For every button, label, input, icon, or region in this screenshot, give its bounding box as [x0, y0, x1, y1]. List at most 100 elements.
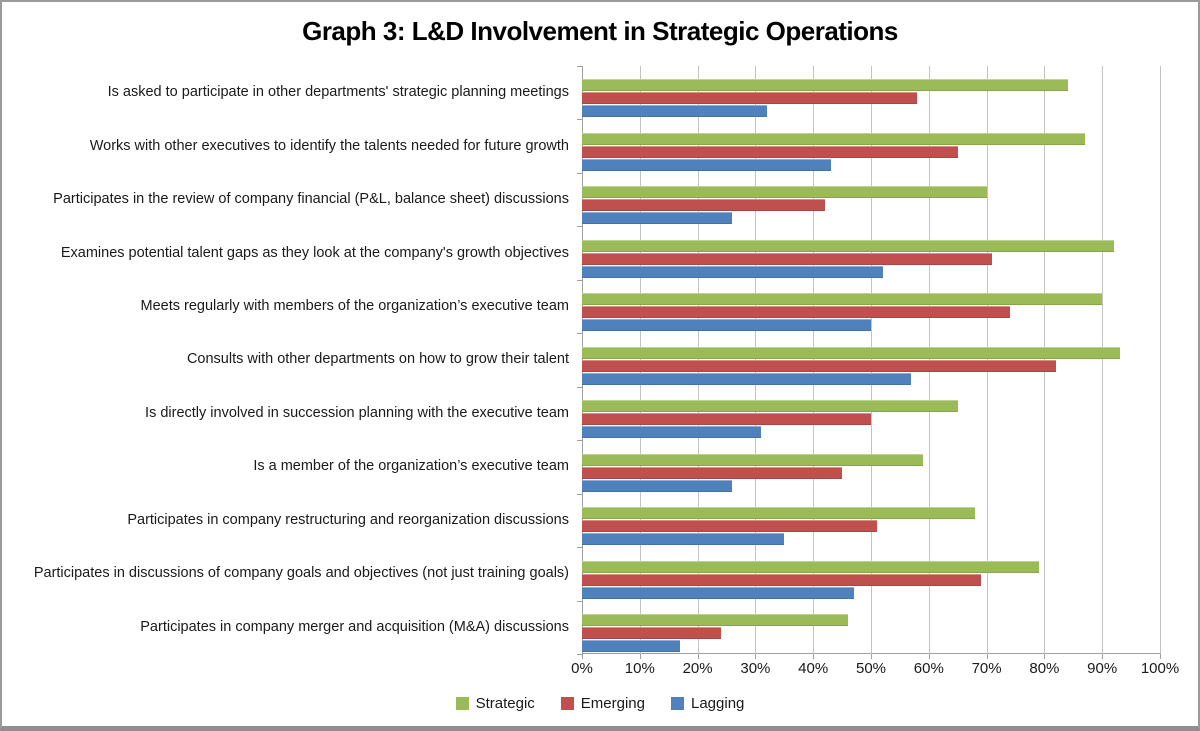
- bar-lagging: [582, 586, 854, 599]
- bar-cluster: [582, 387, 1160, 440]
- bar-strategic: [582, 186, 987, 199]
- bar-group: Participates in company merger and acqui…: [2, 601, 1160, 654]
- bar-group: Participates in the review of company fi…: [2, 173, 1160, 226]
- bar-strategic: [582, 613, 848, 626]
- x-axis-tick: [986, 654, 988, 659]
- legend-item-emerging: Emerging: [560, 695, 645, 712]
- category-axis-tick: [577, 386, 582, 388]
- category-axis-tick: [577, 600, 582, 602]
- x-axis-tick-label: 50%: [855, 660, 887, 677]
- bar-emerging: [582, 199, 825, 212]
- category-label: Consults with other departments on how t…: [186, 351, 569, 368]
- bar-strategic: [582, 507, 976, 520]
- bar-cluster: [582, 226, 1160, 279]
- category-label: Participates in company merger and acqui…: [140, 618, 569, 635]
- x-axis-tick: [1160, 654, 1161, 659]
- x-axis-tick-label: 0%: [571, 660, 593, 677]
- category-label: Examines potential talent gaps as they l…: [60, 244, 569, 261]
- category-axis-tick: [577, 547, 582, 549]
- x-axis-tick: [697, 654, 699, 659]
- category-label: Is directly involved in succession plann…: [145, 404, 569, 421]
- bar-lagging: [582, 479, 733, 492]
- bar-lagging: [582, 265, 883, 278]
- x-axis-tick-label: 40%: [798, 660, 829, 677]
- legend-label: Emerging: [580, 695, 645, 712]
- bar-group: Works with other executives to identify …: [2, 119, 1160, 172]
- bar-lagging: [582, 533, 785, 546]
- x-axis-tick: [582, 654, 583, 659]
- bar-group: Is a member of the organization’s execut…: [2, 440, 1160, 493]
- bar-emerging: [582, 573, 981, 586]
- category-axis-tick: [577, 333, 582, 335]
- category-axis-tick: [577, 440, 582, 442]
- bar-lagging: [582, 212, 733, 225]
- bar-emerging: [582, 466, 843, 479]
- category-axis-tick: [577, 119, 582, 121]
- bar-strategic: [582, 239, 1114, 252]
- bar-emerging: [582, 252, 993, 265]
- category-label: Participates in the review of company fi…: [53, 191, 569, 208]
- legend-item-strategic: Strategic: [455, 695, 535, 712]
- bar-strategic: [582, 132, 1085, 145]
- emerging-swatch-icon: [560, 697, 574, 710]
- bar-cluster: [582, 601, 1160, 654]
- bar-emerging: [582, 413, 871, 426]
- value-axis-labels: 0% 10% 20% 30% 40% 50% 60% 70% 80% 90% 100%: [571, 660, 1179, 680]
- bar-lagging: [582, 105, 767, 118]
- x-axis-tick: [639, 654, 641, 659]
- legend-label: Lagging: [691, 695, 745, 712]
- bar-cluster: [582, 173, 1160, 226]
- bar-lagging: [582, 158, 831, 171]
- bar-cluster: [582, 280, 1160, 333]
- x-axis-tick-label: 100%: [1140, 660, 1180, 677]
- x-axis-tick: [755, 654, 757, 659]
- bar-strategic: [582, 79, 1068, 92]
- legend: Strategic Emerging Lagging: [2, 695, 1198, 712]
- bar-group: Participates in discussions of company g…: [2, 547, 1160, 600]
- bar-emerging: [582, 626, 721, 639]
- x-axis-tick: [928, 654, 930, 659]
- category-axis-tick: [577, 226, 582, 228]
- bar-strategic: [582, 293, 1103, 306]
- x-axis-tick-label: 20%: [682, 660, 713, 677]
- category-label: Meets regularly with members of the orga…: [140, 298, 570, 315]
- strategic-swatch-icon: [455, 697, 469, 710]
- bar-emerging: [582, 306, 1010, 319]
- x-axis-tick-label: 90%: [1087, 660, 1118, 677]
- x-axis-tick-label: 70%: [971, 660, 1002, 677]
- bar-cluster: [582, 547, 1160, 600]
- legend-item-lagging: Lagging: [671, 695, 744, 712]
- bar-lagging: [582, 426, 762, 439]
- bar-cluster: [582, 119, 1160, 172]
- chart-rows: Is asked to participate in other departm…: [2, 66, 1160, 654]
- bar-group: Examines potential talent gaps as they l…: [2, 226, 1160, 279]
- bar-group: Meets regularly with members of the orga…: [2, 280, 1160, 333]
- gridline: [1160, 66, 1161, 654]
- bar-strategic: [582, 560, 1039, 573]
- category-label: Is a member of the organization’s execut…: [253, 458, 569, 475]
- x-axis-tick: [813, 654, 815, 659]
- bar-lagging: [582, 639, 681, 652]
- bar-strategic: [582, 453, 924, 466]
- category-axis-tick: [577, 66, 582, 67]
- x-axis-tick-label: 10%: [624, 660, 655, 677]
- category-label: Is asked to participate in other departm…: [107, 84, 569, 101]
- x-axis-tick: [1102, 654, 1104, 659]
- bar-cluster: [582, 440, 1160, 493]
- lagging-swatch-icon: [671, 697, 684, 710]
- category-label: Participates in company restructuring an…: [127, 511, 569, 528]
- bar-group: Is asked to participate in other departm…: [2, 66, 1160, 119]
- category-axis-tick: [577, 654, 582, 655]
- bar-emerging: [582, 145, 958, 158]
- bar-cluster: [582, 66, 1160, 119]
- bar-lagging: [582, 319, 871, 332]
- category-label: Participates in discussions of company g…: [33, 565, 569, 582]
- chart-title: Graph 3: L&D Involvement in Strategic Op…: [302, 16, 898, 46]
- x-axis-tick-label: 30%: [740, 660, 771, 677]
- bar-strategic: [582, 400, 958, 413]
- bar-group: Consults with other departments on how t…: [2, 333, 1160, 386]
- gridline: [1102, 66, 1104, 654]
- bar-emerging: [582, 92, 918, 105]
- x-axis-tick-label: 60%: [913, 660, 944, 677]
